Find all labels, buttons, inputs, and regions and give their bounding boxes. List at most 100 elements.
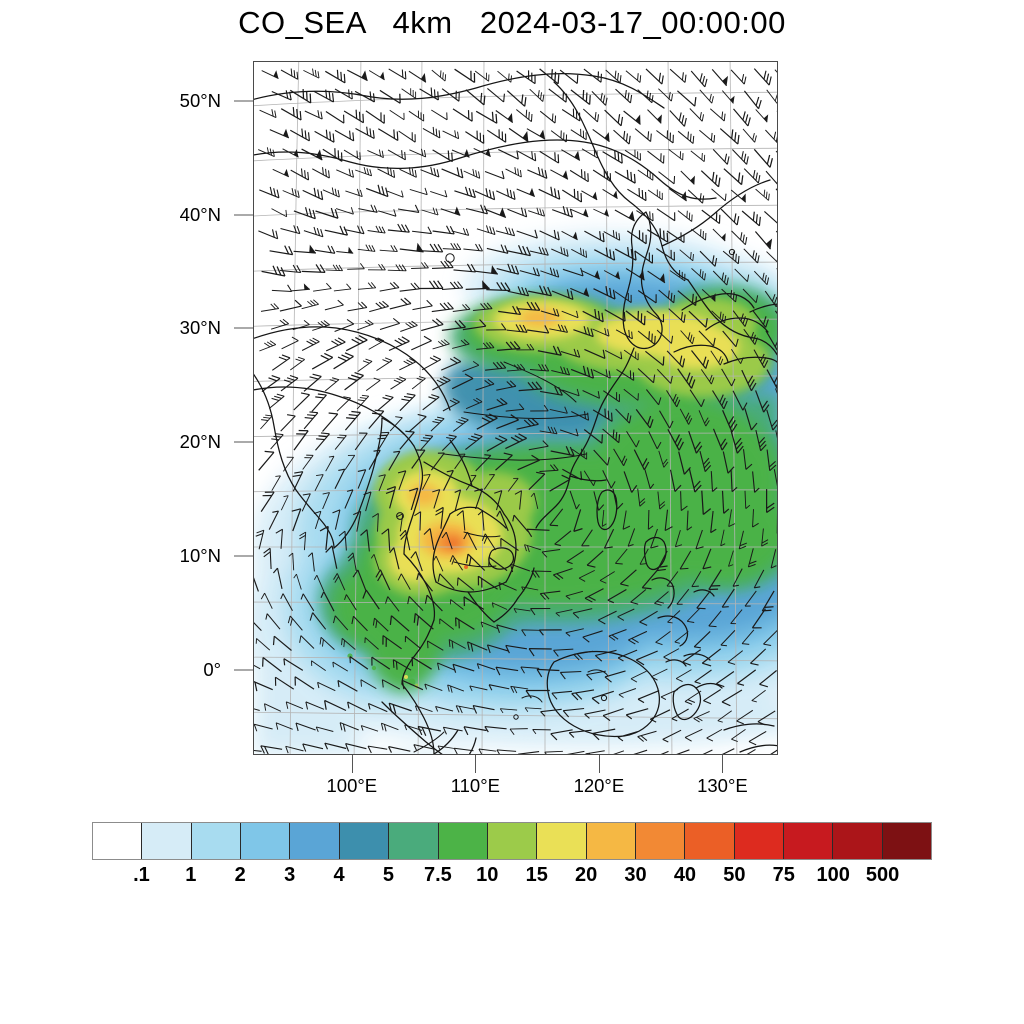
wind-barb-icon xyxy=(743,85,765,110)
wind-barb-icon xyxy=(288,388,311,411)
y-tick-mark xyxy=(234,214,253,216)
wind-barb-icon xyxy=(516,223,541,239)
wind-barb-icon xyxy=(322,183,343,198)
wind-barb-icon xyxy=(293,203,319,220)
wind-barb-icon xyxy=(604,104,627,127)
wind-barb-icon xyxy=(483,201,510,219)
wind-barb-icon xyxy=(539,105,560,124)
colorbar xyxy=(92,822,932,860)
wind-barb-icon xyxy=(776,106,777,127)
wind-barb-icon xyxy=(582,103,603,123)
wind-barb-icon xyxy=(259,302,280,312)
wind-barb-icon xyxy=(286,354,306,371)
wind-barb-icon xyxy=(265,430,284,450)
colorbar-tick-labels: .1 1 2 3 4 5 7.5 10 15 20 30 40 50 75 100 500 xyxy=(92,864,932,894)
wind-barb-icon xyxy=(282,184,303,199)
y-tick-label: 30°N xyxy=(179,317,221,339)
wind-barb-icon xyxy=(429,185,450,198)
colorbar-segment-14 xyxy=(784,823,834,859)
colorbar-tick-2: 2 xyxy=(234,864,246,886)
wind-barb-icon xyxy=(293,242,318,254)
wind-barb-icon xyxy=(476,222,498,236)
wind-barb-icon xyxy=(755,184,773,201)
wind-barb-icon xyxy=(647,184,666,201)
colorbar-segment-0 xyxy=(93,823,143,859)
wind-barb-icon xyxy=(408,105,428,122)
x-tick-label: 120°E xyxy=(573,775,625,796)
wind-barb-icon xyxy=(367,224,387,234)
map-plot xyxy=(254,62,777,754)
wind-barb-icon xyxy=(774,64,777,85)
wind-barb-icon xyxy=(279,221,303,235)
wind-barb-icon xyxy=(277,298,303,312)
wind-barb-icon xyxy=(432,223,456,235)
wind-barb-icon xyxy=(322,142,347,162)
wind-barb-icon xyxy=(624,144,645,161)
wind-barb-icon xyxy=(776,510,777,535)
colorbar-segment-16 xyxy=(882,823,932,859)
wind-barb-icon xyxy=(561,183,586,203)
wind-barb-icon xyxy=(687,184,708,204)
wind-barb-icon xyxy=(634,123,656,143)
wind-barb-icon xyxy=(440,201,464,216)
wind-barb-icon xyxy=(365,104,389,124)
wind-barb-icon xyxy=(386,745,411,754)
wind-barb-icon xyxy=(322,298,344,311)
colorbar-tick-0: .1 xyxy=(133,864,150,886)
wind-barb-icon xyxy=(346,262,365,270)
wind-barb-icon xyxy=(592,163,615,182)
wind-barb-icon xyxy=(368,64,389,81)
colorbar-tick-13: 75 xyxy=(772,864,795,886)
wind-barb-icon xyxy=(388,62,410,80)
wind-barb-icon xyxy=(655,124,678,144)
wind-barb-icon xyxy=(302,64,322,79)
chart-title: CO_SEA 4km 2024-03-17_00:00:00 xyxy=(238,5,786,40)
wind-barb-icon xyxy=(462,242,484,252)
wind-barb-icon xyxy=(699,85,717,104)
wind-barb-icon xyxy=(766,86,777,104)
x-tick-label: 100°E xyxy=(326,775,378,796)
wind-barb-icon xyxy=(486,123,511,143)
wind-barb-icon xyxy=(591,86,611,106)
y-tick-mark xyxy=(234,555,253,557)
wind-barb-icon xyxy=(580,184,601,201)
wind-barb-icon xyxy=(560,142,585,161)
wind-barb-icon xyxy=(698,125,719,144)
wind-barb-icon xyxy=(422,122,444,139)
wind-barb-icon xyxy=(442,242,462,251)
wind-barb-icon xyxy=(464,125,489,144)
wind-barb-icon xyxy=(495,104,518,124)
wind-barb-icon xyxy=(474,184,498,201)
wind-barb-icon xyxy=(397,319,418,332)
wind-barb-icon xyxy=(646,145,669,164)
wind-barb-icon xyxy=(418,280,444,290)
wind-barb-icon xyxy=(335,245,355,254)
wind-barb-icon xyxy=(385,334,411,352)
wind-barb-icon xyxy=(389,105,408,121)
wind-barb-icon xyxy=(570,202,592,218)
wind-barb-icon xyxy=(690,223,710,241)
wind-barb-icon xyxy=(343,222,366,235)
wind-barb-icon xyxy=(269,122,293,139)
wind-barb-icon xyxy=(431,142,457,163)
colorbar-segment-5 xyxy=(339,823,390,859)
wind-barb-icon xyxy=(346,62,372,82)
wind-barb-icon xyxy=(495,224,517,237)
wind-barb-icon xyxy=(657,83,676,102)
wind-barb-icon xyxy=(313,84,338,103)
wind-barb-icon xyxy=(475,103,502,124)
wind-barb-icon xyxy=(345,300,368,312)
wind-barb-icon xyxy=(690,65,711,88)
wind-barb-icon xyxy=(430,104,451,121)
wind-barb-icon xyxy=(357,243,377,252)
x-tick-mark xyxy=(598,755,600,773)
wind-barb-icon xyxy=(377,121,403,142)
colorbar-tick-14: 100 xyxy=(816,864,850,886)
wind-barb-icon xyxy=(261,64,282,80)
wind-barb-icon xyxy=(451,224,471,236)
wind-barb-icon xyxy=(669,105,691,127)
colorbar-tick-8: 15 xyxy=(525,864,548,886)
wind-barb-icon xyxy=(637,164,657,181)
wind-barb-icon xyxy=(289,123,314,142)
wind-barb-icon xyxy=(271,283,293,292)
